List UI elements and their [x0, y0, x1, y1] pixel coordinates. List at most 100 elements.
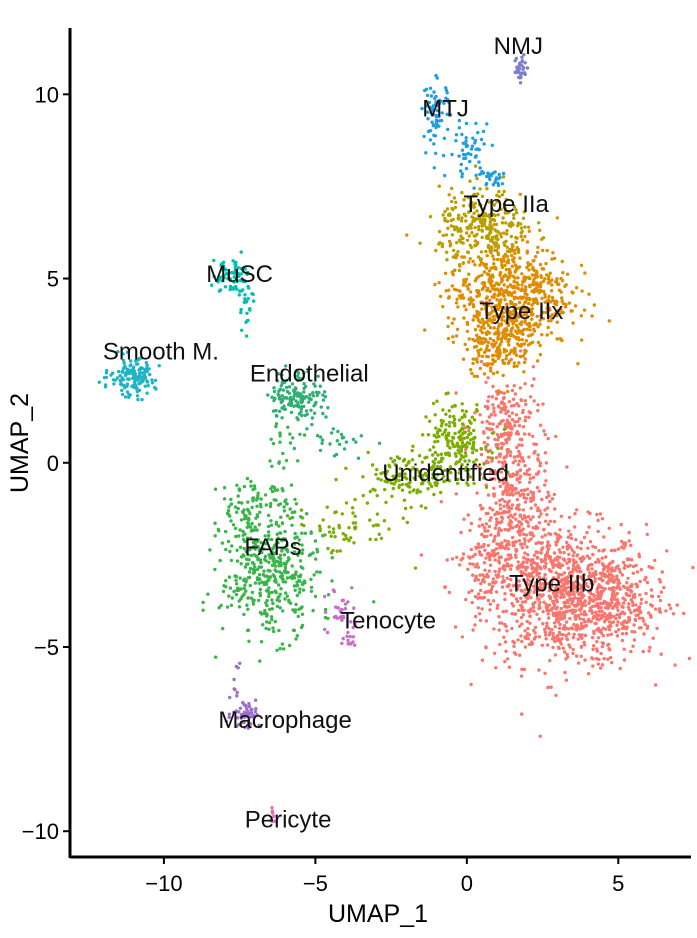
data-point	[558, 337, 562, 341]
data-point	[527, 301, 531, 306]
data-point	[588, 511, 592, 516]
data-point	[534, 442, 538, 447]
data-point	[460, 216, 464, 220]
data-point	[613, 548, 617, 552]
data-point	[325, 505, 329, 509]
data-point	[273, 619, 277, 624]
data-point	[282, 509, 287, 513]
data-point	[436, 439, 440, 443]
data-point	[517, 503, 521, 507]
data-point	[505, 440, 509, 445]
data-point	[220, 541, 225, 545]
data-point	[613, 594, 617, 598]
data-point	[494, 304, 498, 308]
data-point	[513, 346, 517, 350]
data-point	[485, 288, 490, 292]
data-point	[462, 198, 466, 202]
data-point	[482, 440, 486, 445]
data-point	[574, 579, 578, 583]
data-point	[495, 542, 499, 546]
data-point	[540, 333, 544, 337]
data-point	[586, 546, 590, 550]
data-point	[444, 88, 449, 93]
cluster-label: Type IIx	[479, 298, 563, 325]
data-point	[546, 298, 550, 302]
data-point	[579, 263, 584, 267]
data-point	[576, 581, 580, 586]
data-point	[561, 557, 566, 561]
data-point	[490, 235, 495, 239]
data-point	[579, 541, 584, 545]
data-point	[299, 625, 304, 630]
data-point	[575, 508, 579, 512]
data-point	[494, 580, 498, 584]
data-point	[531, 365, 536, 369]
data-point	[565, 561, 569, 565]
data-point	[287, 391, 292, 395]
data-point	[525, 487, 530, 491]
data-point	[506, 515, 511, 519]
data-point	[487, 174, 491, 178]
data-point	[482, 535, 487, 539]
data-point	[502, 202, 506, 206]
data-point	[530, 332, 534, 337]
data-point	[523, 600, 528, 604]
data-point	[477, 274, 481, 278]
data-point	[234, 534, 238, 539]
data-point	[341, 636, 345, 641]
data-point	[511, 540, 515, 545]
data-point	[489, 469, 493, 473]
data-point	[238, 576, 242, 580]
data-point	[572, 622, 576, 627]
data-point	[266, 513, 271, 518]
data-point	[485, 354, 489, 359]
data-point	[471, 361, 475, 366]
data-point	[536, 340, 541, 345]
data-point	[295, 634, 299, 638]
data-point	[555, 600, 559, 604]
data-point	[438, 294, 443, 299]
data-point	[275, 598, 279, 602]
data-point	[522, 432, 527, 436]
data-point	[588, 590, 593, 595]
data-point	[514, 506, 519, 511]
data-point	[457, 451, 461, 455]
data-point	[500, 621, 504, 625]
data-point	[237, 599, 241, 603]
data-point	[472, 428, 476, 433]
data-point	[524, 588, 528, 592]
data-point	[476, 336, 480, 341]
data-point	[650, 594, 654, 598]
data-point	[586, 672, 591, 676]
data-point	[523, 488, 527, 492]
data-point	[615, 605, 619, 609]
data-point	[494, 222, 499, 227]
data-point	[494, 396, 498, 401]
data-point	[504, 485, 508, 490]
data-point	[504, 221, 508, 225]
data-point	[557, 626, 562, 630]
data-point	[111, 378, 116, 382]
data-point	[454, 391, 458, 395]
data-point	[546, 612, 550, 616]
data-point	[270, 395, 274, 399]
data-point	[565, 655, 570, 659]
data-point	[521, 354, 525, 358]
data-point	[489, 516, 493, 520]
data-point	[299, 407, 304, 411]
data-point	[563, 650, 567, 654]
data-point	[300, 413, 304, 418]
data-point	[550, 497, 555, 501]
data-point	[644, 591, 648, 596]
data-point	[561, 271, 565, 275]
data-point	[538, 461, 543, 465]
data-point	[622, 566, 626, 570]
data-point	[482, 526, 487, 530]
data-point	[659, 590, 664, 594]
data-point	[592, 614, 596, 619]
data-point	[518, 81, 523, 85]
data-point	[487, 427, 492, 431]
data-point	[471, 136, 475, 140]
data-point	[457, 154, 461, 158]
data-point	[589, 619, 593, 624]
